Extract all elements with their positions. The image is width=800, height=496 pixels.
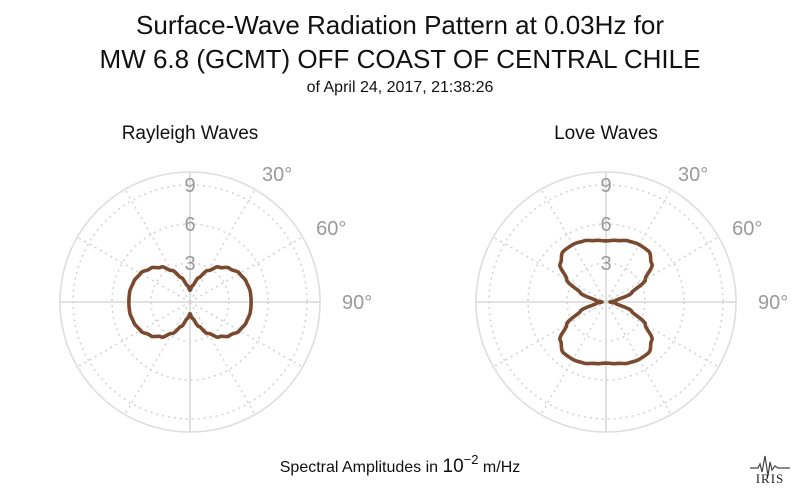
angular-gridline — [605, 189, 672, 303]
radial-tick-label: 3 — [600, 253, 611, 275]
iris-logo: IRIS — [750, 455, 790, 486]
angular-gridline — [540, 189, 607, 303]
figure-subtitle: of April 24, 2017, 21:38:26 — [307, 79, 494, 96]
angular-gridline — [189, 301, 256, 415]
subplot-title: Love Waves — [554, 123, 658, 144]
polar-chart-1: Rayleigh Waves 3 6 9 30° 60° 90° — [59, 123, 372, 433]
footer-suffix: m/Hz — [478, 459, 520, 476]
figure-title-line2: MW 6.8 (GCMT) OFF COAST OF CENTRAL CHILE — [100, 44, 701, 74]
footer-units: Spectral Amplitudes in 10−2 m/Hz — [280, 452, 521, 477]
polar-chart-2: Love Waves 3 6 9 30° 60° 90° — [475, 123, 788, 433]
angular-gridline — [189, 189, 256, 303]
angular-gridline — [605, 301, 719, 368]
angular-gridline — [124, 301, 191, 415]
footer-power-base: 10 — [443, 456, 464, 477]
polar-plots: Rayleigh Waves 3 6 9 30° 60° 90° Love Waves 3 6 9 3… — [59, 123, 788, 433]
radial-tick-label: 9 — [600, 175, 611, 197]
figure-title-line1: Surface-Wave Radiation Pattern at 0.03Hz… — [136, 10, 664, 40]
angular-tick-label: 90° — [758, 292, 788, 314]
angular-gridline — [605, 301, 672, 415]
angular-tick-label: 30° — [262, 164, 292, 186]
radial-tick-label: 9 — [184, 175, 195, 197]
footer-power-exponent: −2 — [464, 452, 479, 467]
angular-gridline — [493, 301, 607, 368]
footer-prefix: Spectral Amplitudes in — [280, 459, 443, 476]
angular-gridline — [605, 236, 719, 303]
angular-gridline — [189, 236, 303, 303]
radiation-pattern-line-1 — [127, 265, 253, 339]
radial-tick-label: 6 — [184, 214, 195, 236]
angular-tick-label: 90° — [342, 292, 372, 314]
angular-tick-label: 30° — [678, 164, 708, 186]
angular-gridline — [540, 301, 607, 415]
angular-gridline — [493, 236, 607, 303]
angular-tick-label: 60° — [316, 218, 346, 240]
radial-tick-label: 6 — [600, 214, 611, 236]
radiation-pattern-line-1 — [558, 238, 654, 366]
angular-gridline — [124, 189, 191, 303]
radial-tick-label: 3 — [184, 253, 195, 275]
angular-tick-label: 60° — [732, 218, 762, 240]
seismogram-logo-icon — [750, 455, 790, 477]
subplot-title: Rayleigh Waves — [122, 123, 259, 144]
angular-gridline — [189, 301, 303, 368]
angular-gridline — [77, 301, 191, 368]
angular-gridline — [77, 236, 191, 303]
logo-text: IRIS — [756, 471, 785, 486]
